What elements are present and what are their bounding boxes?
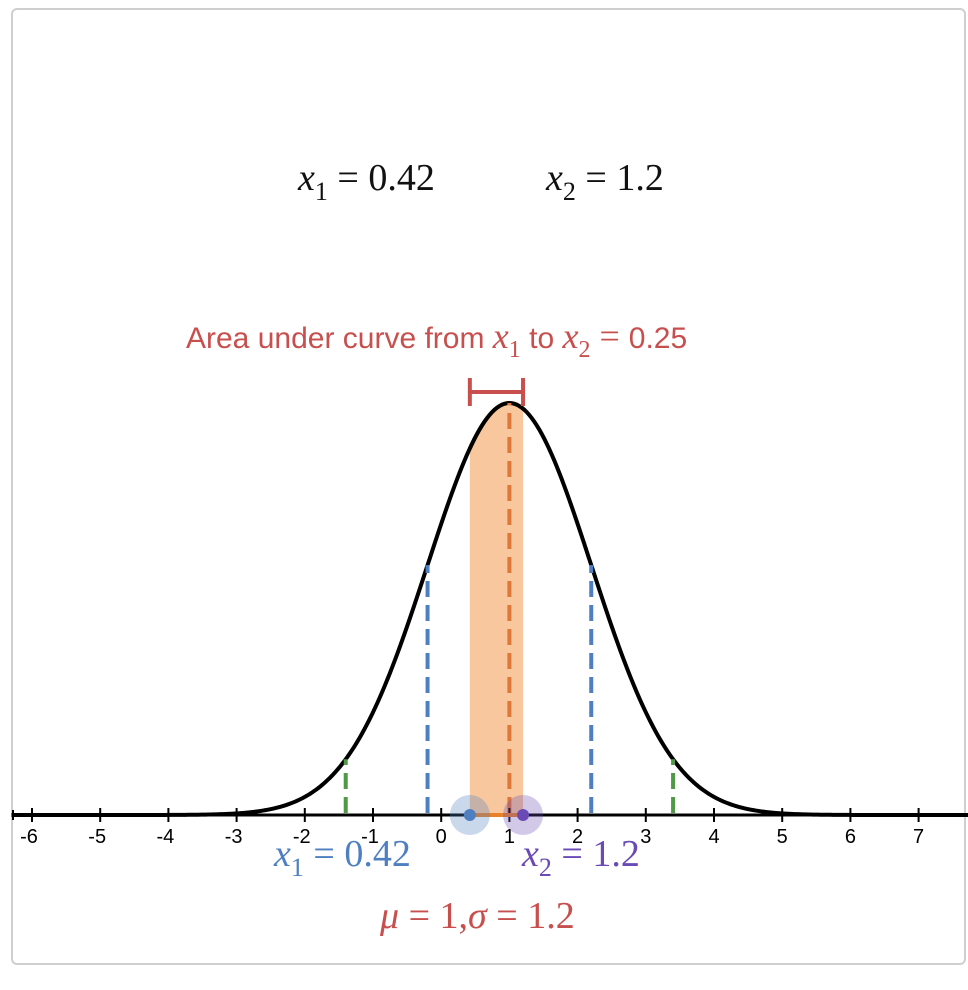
x-tick-label: -3 <box>225 826 243 848</box>
x-tick-label: 0 <box>436 826 447 848</box>
x-tick-label: 7 <box>913 826 924 848</box>
x-tick-label: -6 <box>20 826 38 848</box>
x-tick-label: 5 <box>777 826 788 848</box>
x-tick-label: 3 <box>640 826 651 848</box>
interval-bracket <box>467 378 526 406</box>
x-tick-label: 6 <box>845 826 856 848</box>
x-tick-label: 2 <box>572 826 583 848</box>
x-tick-label: -2 <box>293 826 311 848</box>
x-tick-label: 4 <box>708 826 719 848</box>
x-tick-label: 1 <box>504 826 515 848</box>
distribution-parameters-label: μ = 1,σ = 1.2 <box>379 895 575 937</box>
x-tick-label: -4 <box>157 826 175 848</box>
x2-point[interactable] <box>517 809 530 821</box>
draggable-points[interactable] <box>449 795 544 835</box>
area-label: Area under curve from x1 to x2 = 0.25 <box>186 316 687 363</box>
x1-point-label: x1 = 0.42 <box>273 833 411 882</box>
sigma-markers <box>343 403 676 813</box>
x2-point-label: x2 = 1.2 <box>521 833 640 882</box>
x-tick-label: -1 <box>361 826 379 848</box>
shaded-area <box>469 403 524 815</box>
x2-header-equation: x2 = 1.2 <box>545 157 664 206</box>
x-tick-label: -5 <box>88 826 106 848</box>
x1-point[interactable] <box>463 809 476 821</box>
x1-header-equation: x1 = 0.42 <box>297 157 435 206</box>
